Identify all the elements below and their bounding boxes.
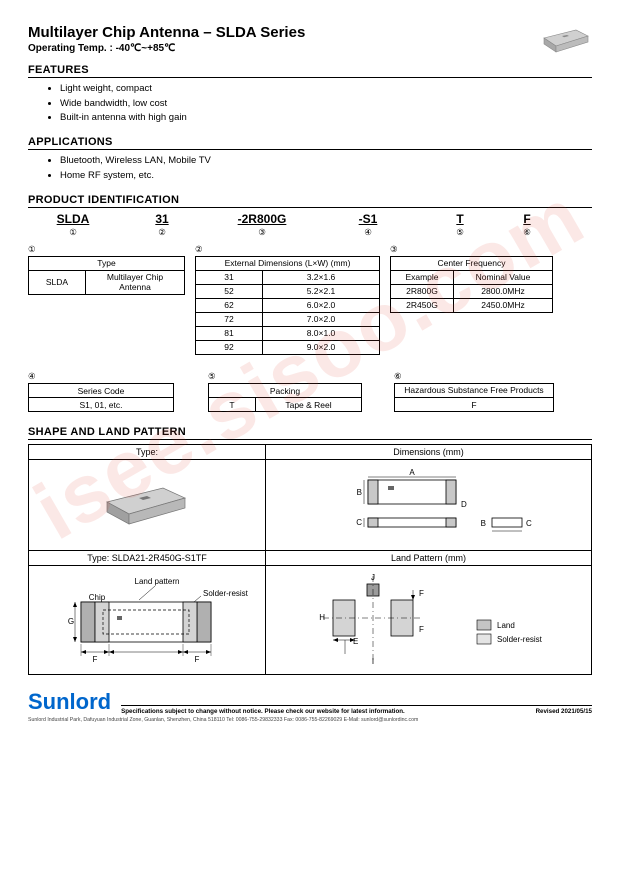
svg-text:J: J: [371, 573, 375, 582]
footer-spec: Specifications subject to change without…: [121, 708, 405, 715]
application-item: Bluetooth, Wireless LAN, Mobile TV: [60, 154, 592, 169]
ident-code: -S1: [318, 212, 418, 226]
svg-text:B: B: [356, 488, 361, 497]
ident-code: -2R800G: [206, 212, 318, 226]
feature-item: Light weight, compact: [60, 82, 592, 97]
svg-text:F: F: [419, 589, 424, 598]
series-table: Series Code S1, 01, etc.: [28, 383, 174, 412]
dimensions-diagram-cell: A B D B C C: [266, 460, 592, 551]
chip-3d-icon: [538, 26, 592, 54]
feature-item: Wide bandwidth, low cost: [60, 97, 592, 112]
type-header-cell: Type:: [29, 445, 266, 460]
svg-text:Chip: Chip: [89, 593, 106, 602]
svg-text:F: F: [195, 655, 200, 664]
product-id-codes: SLDA①31②-2R800G③-S1④T⑤F⑥: [28, 212, 592, 238]
type-label-cell: Type: SLDA21-2R450G-S1TF: [29, 551, 266, 566]
feature-item: Built-in antenna with high gain: [60, 111, 592, 126]
ident-code: F: [502, 212, 552, 226]
svg-text:C: C: [526, 519, 532, 528]
dimensions-diagram-icon: A B D B C C: [314, 466, 544, 544]
ident-num: ①: [28, 227, 118, 238]
frequency-table: Center Frequency Example Nominal Value 2…: [390, 256, 553, 313]
applications-heading: APPLICATIONS: [28, 136, 592, 150]
ident-num: ⑤: [418, 227, 502, 238]
land-pattern-header-cell: Land Pattern (mm): [266, 551, 592, 566]
svg-text:F: F: [419, 625, 424, 634]
ident-num: ③: [206, 227, 318, 238]
table-num-4: ④: [28, 371, 174, 382]
ident-code: 31: [118, 212, 206, 226]
svg-text:E: E: [353, 637, 358, 646]
shape-table: Type: Dimensions (mm) A: [28, 444, 592, 675]
land-pattern-diagram-icon: J F H E F I Land Solder-resist: [279, 572, 579, 668]
ident-num: ⑥: [502, 227, 552, 238]
features-heading: FEATURES: [28, 64, 592, 78]
svg-text:B: B: [480, 519, 485, 528]
table-num-6: ⑥: [394, 371, 554, 382]
chip-3d-large-icon: [97, 480, 197, 530]
shape-heading: SHAPE AND LAND PATTERN: [28, 426, 592, 440]
ident-code: SLDA: [28, 212, 118, 226]
product-id-heading: PRODUCT IDENTIFICATION: [28, 194, 592, 208]
svg-text:C: C: [356, 518, 362, 527]
chip-land-diagram-cell: Land pattern Chip Solder-resist: [29, 566, 266, 675]
footer-address: Sunlord Industrial Park, Dafuyuan Indust…: [28, 717, 592, 723]
svg-text:D: D: [461, 500, 467, 509]
tables-row-2: ④ Series Code S1, 01, etc. ⑤ Packing T T…: [28, 371, 592, 413]
applications-list: Bluetooth, Wireless LAN, Mobile TV Home …: [28, 154, 592, 183]
svg-text:A: A: [409, 468, 415, 477]
dimensions-header-cell: Dimensions (mm): [266, 445, 592, 460]
svg-text:H: H: [319, 613, 325, 622]
ident-code: T: [418, 212, 502, 226]
svg-text:Land: Land: [497, 621, 515, 630]
table-num-2: ②: [195, 244, 380, 255]
svg-text:F: F: [93, 655, 98, 664]
svg-text:Solder-resist: Solder-resist: [497, 635, 543, 644]
operating-temp: Operating Temp. : -40℃~+85℃: [28, 43, 592, 54]
ident-num: ②: [118, 227, 206, 238]
table-num-1: ①: [28, 244, 185, 255]
land-pattern-diagram-cell: J F H E F I Land Solder-resist: [266, 566, 592, 675]
type-table: Type SLDA Multilayer Chip Antenna: [28, 256, 185, 295]
page-title: Multilayer Chip Antenna – SLDA Series: [28, 24, 592, 41]
packing-table: Packing T Tape & Reel: [208, 383, 362, 412]
tables-row-1: ① Type SLDA Multilayer Chip Antenna ② Ex…: [28, 244, 592, 355]
chip-land-diagram-icon: Land pattern Chip Solder-resist: [37, 572, 257, 668]
ident-num: ④: [318, 227, 418, 238]
svg-text:Solder-resist: Solder-resist: [203, 589, 249, 598]
features-list: Light weight, compact Wide bandwidth, lo…: [28, 82, 592, 126]
chip-3d-cell: [29, 460, 266, 551]
application-item: Home RF system, etc.: [60, 169, 592, 184]
brand-logo: Sunlord: [28, 689, 111, 715]
footer-revised: Revised 2021/05/15: [536, 708, 592, 715]
dimensions-table: External Dimensions (L×W) (mm) 313.2×1.6…: [195, 256, 380, 355]
table-num-3: ③: [390, 244, 553, 255]
svg-text:I: I: [371, 657, 373, 666]
table-num-5: ⑤: [208, 371, 362, 382]
hazard-table: Hazardous Substance Free Products F: [394, 383, 554, 413]
svg-text:Land pattern: Land pattern: [135, 577, 180, 586]
svg-text:G: G: [68, 617, 74, 626]
